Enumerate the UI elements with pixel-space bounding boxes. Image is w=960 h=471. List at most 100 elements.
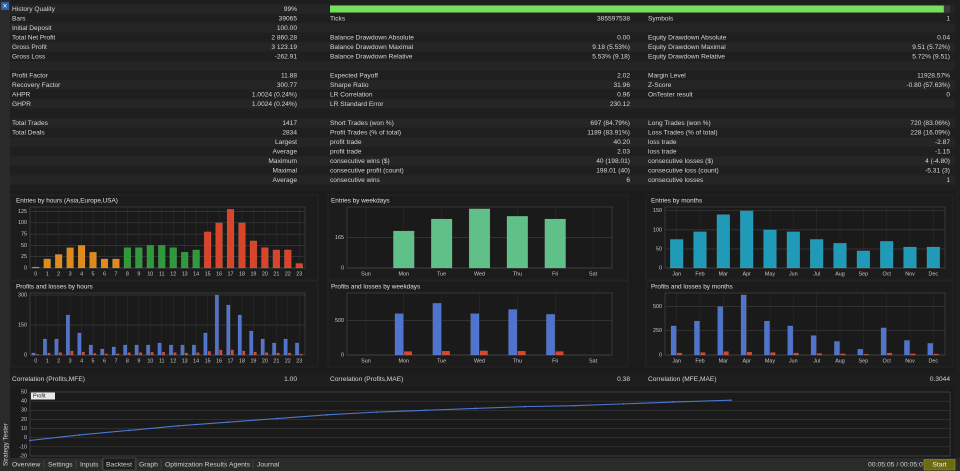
row-bg [10, 127, 955, 138]
corr-value: 1.00 [284, 376, 297, 383]
stat-value: 3 123.19 [271, 44, 297, 51]
bar [139, 352, 143, 356]
bar [134, 344, 139, 356]
tab[interactable]: Settings [48, 461, 73, 468]
stat-label: Equity Drawdown Relative [648, 53, 725, 60]
bar [184, 352, 188, 356]
stat-value: 385597538 [597, 15, 630, 22]
bar [215, 222, 223, 269]
stat-label: profit trade [330, 148, 362, 155]
stat-value: 2.02 [617, 72, 630, 79]
y-tick-label: 300 [18, 292, 27, 298]
point [128, 429, 130, 432]
row-bg [10, 42, 955, 52]
x-tick-label: 21 [273, 358, 279, 364]
close-icon: × [3, 2, 8, 11]
bar [793, 352, 799, 356]
corr-value: 0.3044 [930, 376, 951, 383]
close-button[interactable] [1, 2, 9, 10]
bar [47, 352, 51, 356]
bar [910, 353, 916, 356]
y-tick-label: 40 [21, 399, 27, 405]
corr-label: Correlation (Profits,MAE) [330, 376, 403, 383]
stat-label: consecutive loss (count) [648, 167, 719, 174]
bar [181, 251, 189, 269]
bar [863, 354, 869, 356]
y-tick-label: 0 [24, 435, 27, 441]
row-bg [10, 80, 955, 90]
bar [763, 229, 777, 269]
side-title: Strategy Tester [3, 422, 10, 466]
bar [43, 338, 47, 356]
stat-value: 6 [626, 177, 630, 184]
x-tick-label: 9 [137, 271, 140, 277]
x-tick-label: Mon [399, 358, 410, 364]
stat-value: 2834 [282, 129, 297, 136]
x-tick-label: Oct [882, 271, 891, 277]
bar [272, 342, 277, 356]
point [325, 413, 328, 416]
x-tick-label: Fri [552, 358, 558, 364]
bar [214, 294, 219, 356]
bar [431, 218, 453, 269]
stat-label: Largest [275, 139, 297, 146]
tab[interactable]: Backtest [106, 461, 132, 468]
stat-value: 230.12 [610, 101, 631, 108]
x-tick-label: 18 [239, 271, 245, 277]
tab[interactable]: Graph [139, 461, 158, 468]
bar [746, 351, 753, 356]
x-tick-label: Aug [835, 358, 845, 364]
x-tick-label: 19 [250, 358, 256, 364]
legend-label: Profit [33, 393, 46, 399]
bar [508, 309, 518, 356]
y-tick-label: 50 [21, 243, 27, 249]
bar [54, 338, 59, 356]
point [672, 401, 674, 403]
tab[interactable]: Agents [229, 461, 251, 468]
point [29, 439, 31, 442]
x-tick-label: Tue [437, 271, 446, 277]
stat-label: Equity Drawdown Maximal [648, 44, 726, 51]
y-tick-label: 125 [18, 209, 27, 215]
stat-label: Expected Payoff [330, 72, 378, 79]
stat-value: 0.00 [617, 34, 630, 41]
bar [933, 353, 939, 356]
stat-label: consecutive profit (count) [330, 167, 404, 174]
x-tick-label: Sep [859, 358, 869, 364]
stat-value: 4 (-4.80) [925, 158, 950, 165]
point [474, 407, 477, 410]
bar [261, 247, 269, 269]
tab[interactable]: Overview [12, 461, 40, 468]
chart-title: Entries by months [651, 198, 702, 205]
bar [146, 344, 151, 356]
bar [886, 352, 893, 356]
bar [299, 353, 303, 356]
row-bg [10, 156, 955, 166]
tab[interactable]: Optimization Results [165, 461, 228, 468]
tab[interactable]: Inputs [80, 461, 99, 468]
stat-label: Profit Factor [12, 72, 49, 79]
bar [162, 352, 165, 356]
timer: 00:05:05 / 00:05:07 [868, 461, 927, 468]
bar [249, 330, 254, 356]
stat-label: Total Net Profit [12, 34, 55, 41]
bar [810, 239, 824, 269]
tab[interactable]: Journal [257, 461, 280, 468]
x-tick-label: 12 [170, 358, 176, 364]
bar [173, 352, 177, 356]
start-button[interactable] [923, 459, 956, 471]
bar [468, 208, 491, 269]
x-tick-label: May [765, 271, 775, 277]
bar [70, 350, 74, 356]
row-bg [10, 137, 955, 147]
row-bg [10, 61, 955, 71]
bar [506, 216, 528, 269]
bar [65, 314, 70, 356]
x-tick-label: Nov [905, 358, 915, 364]
x-tick-label: Jul [813, 271, 820, 277]
side-bar [0, 0, 10, 471]
stat-value: 228 (16.09%) [910, 129, 950, 136]
x-tick-label: 2 [57, 271, 60, 277]
bar [283, 338, 288, 356]
